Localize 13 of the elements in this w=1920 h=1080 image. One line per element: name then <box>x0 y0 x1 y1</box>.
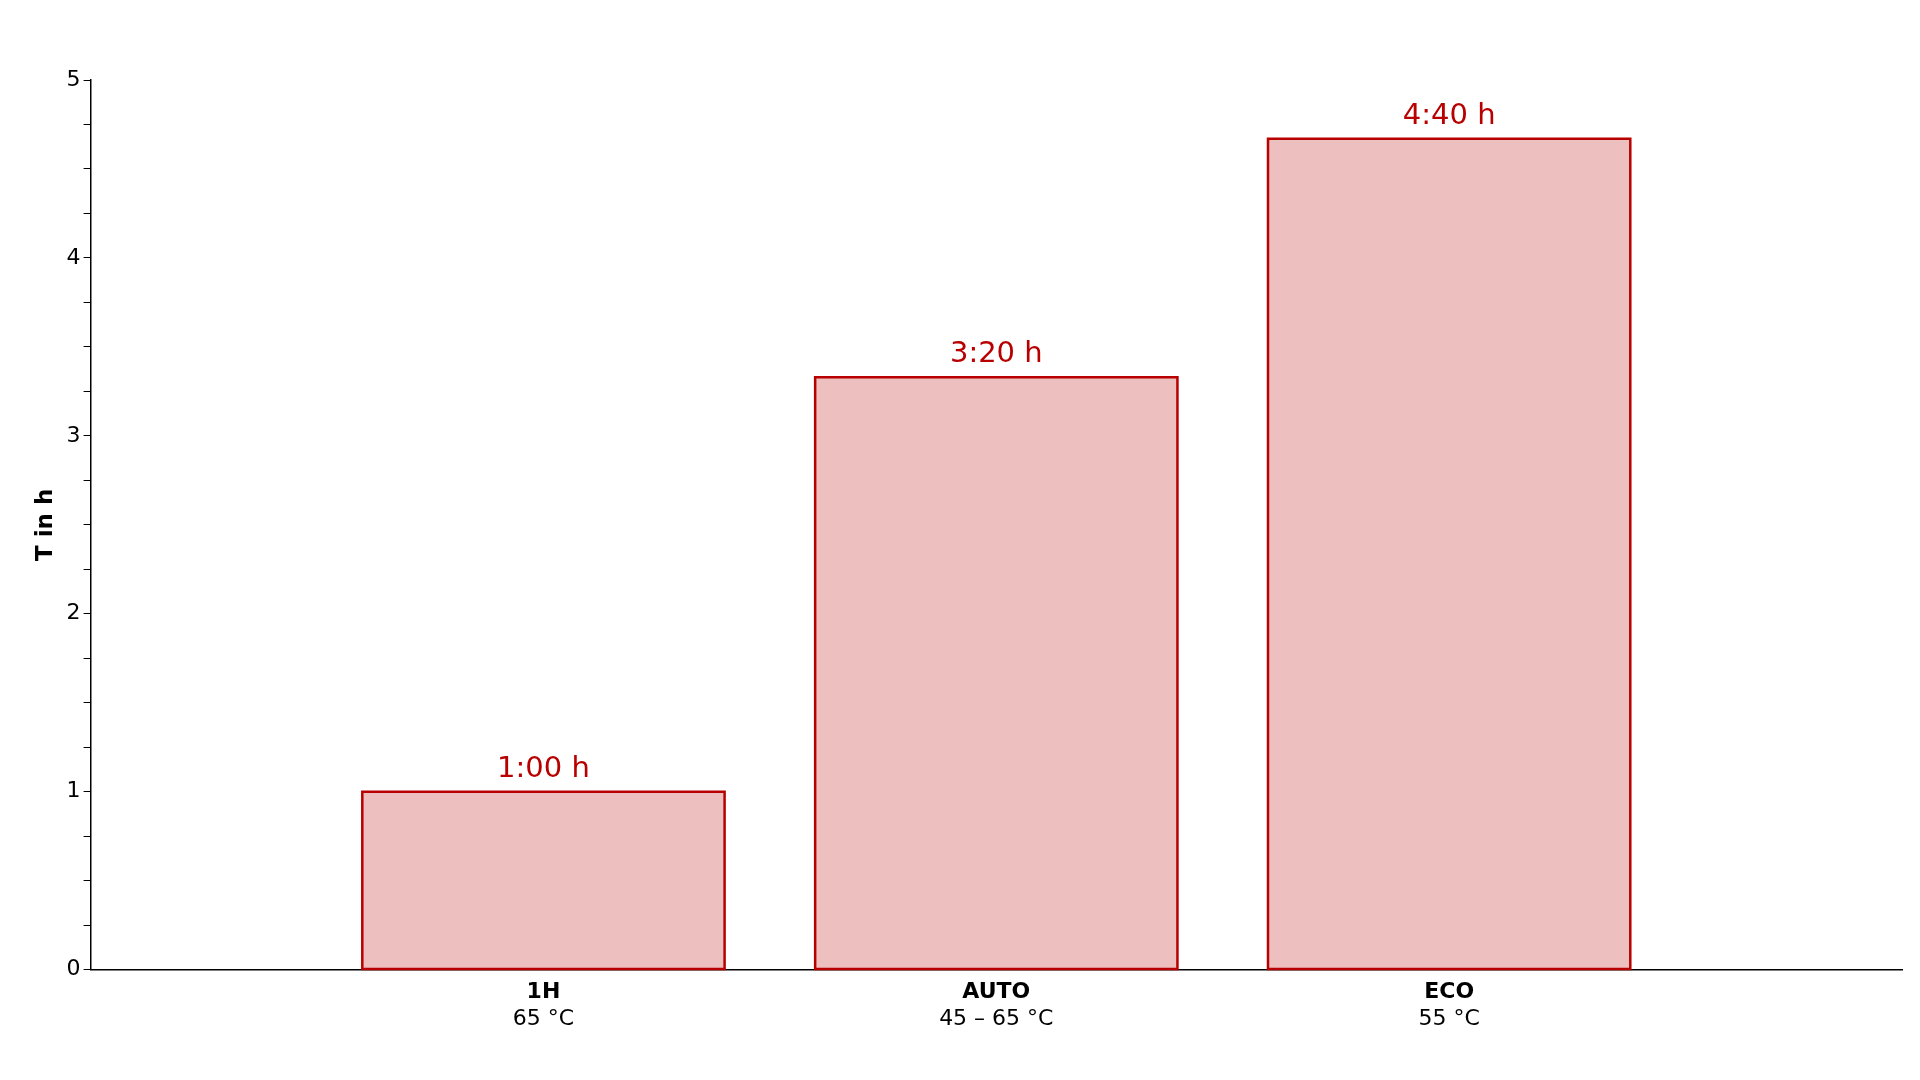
data-label: 3:20 h <box>949 335 1043 370</box>
y-tick-label: 4 <box>66 243 81 269</box>
y-tick-label: 3 <box>66 421 81 447</box>
y-tick-label: 0 <box>66 955 81 981</box>
x-tick-label: AUTO 45 – 65 °C <box>939 978 1054 1031</box>
y-axis-title: T in h <box>30 488 57 561</box>
x-tick-label: 1H 65 °C <box>512 978 575 1031</box>
y-tick-label: 1 <box>66 777 81 803</box>
data-label: 1:00 h <box>497 749 590 784</box>
x-tick-label: ECO 55 °C <box>1418 978 1480 1031</box>
y-tick-label: 2 <box>66 599 81 625</box>
data-label: 4:40 h <box>1402 96 1496 131</box>
y-tick-label: 5 <box>66 65 81 91</box>
